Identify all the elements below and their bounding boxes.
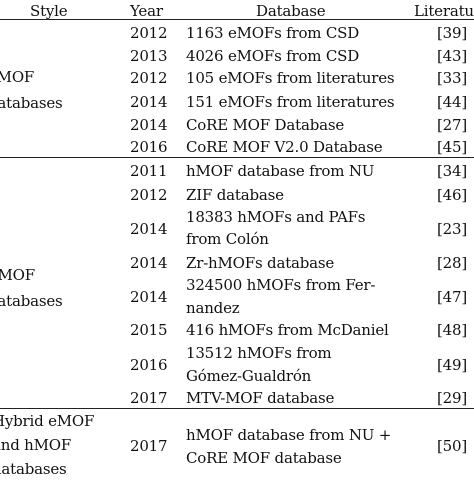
row-database: Gómez-Gualdrón — [186, 367, 312, 385]
group-style-line: databases — [0, 292, 63, 310]
row-reference: [33] — [437, 69, 467, 87]
row-database: Zr-hMOFs database — [186, 254, 335, 272]
header-rule — [0, 19, 474, 20]
group-style-line: hMOF — [0, 266, 35, 284]
header-literature: Literature — [414, 2, 474, 20]
row-year: 2017 — [130, 437, 168, 455]
row-reference: [44] — [437, 93, 467, 111]
row-year: 2016 — [130, 356, 168, 374]
group-style-line: databases — [0, 94, 63, 112]
row-reference: [29] — [437, 389, 467, 407]
row-year: 2014 — [130, 254, 168, 272]
row-database: 1163 eMOFs from CSD — [186, 24, 360, 42]
group-rule — [0, 408, 474, 409]
row-reference: [34] — [437, 162, 467, 180]
row-reference: [39] — [437, 24, 467, 42]
row-reference: [46] — [437, 186, 467, 204]
row-year: 2012 — [130, 69, 168, 87]
row-year: 2016 — [130, 138, 168, 156]
row-database: 18383 hMOFs and PAFs — [186, 208, 366, 226]
row-reference: [50] — [437, 437, 467, 455]
group-style-line: Hybrid eMOF — [0, 412, 95, 430]
row-database: CoRE MOF database — [186, 449, 342, 467]
row-reference: [28] — [437, 254, 467, 272]
header-database: Database — [256, 2, 326, 20]
group-style-line: databases — [0, 460, 67, 478]
row-database: from Colón — [186, 230, 269, 248]
row-database: hMOF database from NU — [186, 162, 375, 180]
row-database: CoRE MOF V2.0 Database — [186, 138, 383, 156]
row-year: 2017 — [130, 389, 168, 407]
group-style-line: eMOF — [0, 68, 35, 86]
row-database: 151 eMOFs from literatures — [186, 93, 395, 111]
row-year: 2013 — [130, 47, 168, 65]
row-year: 2014 — [130, 288, 168, 306]
row-reference: [43] — [437, 47, 467, 65]
row-reference: [27] — [437, 116, 467, 134]
row-database: MTV-MOF database — [186, 389, 335, 407]
row-database: 4026 eMOFs from CSD — [186, 47, 360, 65]
row-year: 2014 — [130, 116, 168, 134]
header-style: Style — [30, 2, 68, 20]
row-database: 324500 hMOFs from Fer- — [186, 276, 376, 294]
row-database: nandez — [186, 299, 240, 317]
row-reference: [45] — [437, 138, 467, 156]
row-year: 2014 — [130, 220, 168, 238]
group-rule — [0, 157, 474, 158]
header-year: Year — [130, 2, 163, 20]
row-reference: [23] — [437, 220, 467, 238]
row-reference: [47] — [437, 288, 467, 306]
row-database: ZIF database — [186, 186, 284, 204]
row-reference: [48] — [437, 321, 467, 339]
row-database: 105 eMOFs from literatures — [186, 69, 395, 87]
group-style-line: and hMOF — [0, 436, 72, 454]
row-reference: [49] — [437, 356, 467, 374]
row-year: 2015 — [130, 321, 168, 339]
row-year: 2011 — [130, 162, 168, 180]
row-database: CoRE MOF Database — [186, 116, 345, 134]
row-database: hMOF database from NU + — [186, 426, 392, 444]
row-year: 2012 — [130, 24, 168, 42]
row-database: 13512 hMOFs from — [186, 344, 332, 362]
row-database: 416 hMOFs from McDaniel — [186, 321, 389, 339]
row-year: 2014 — [130, 93, 168, 111]
row-year: 2012 — [130, 186, 168, 204]
